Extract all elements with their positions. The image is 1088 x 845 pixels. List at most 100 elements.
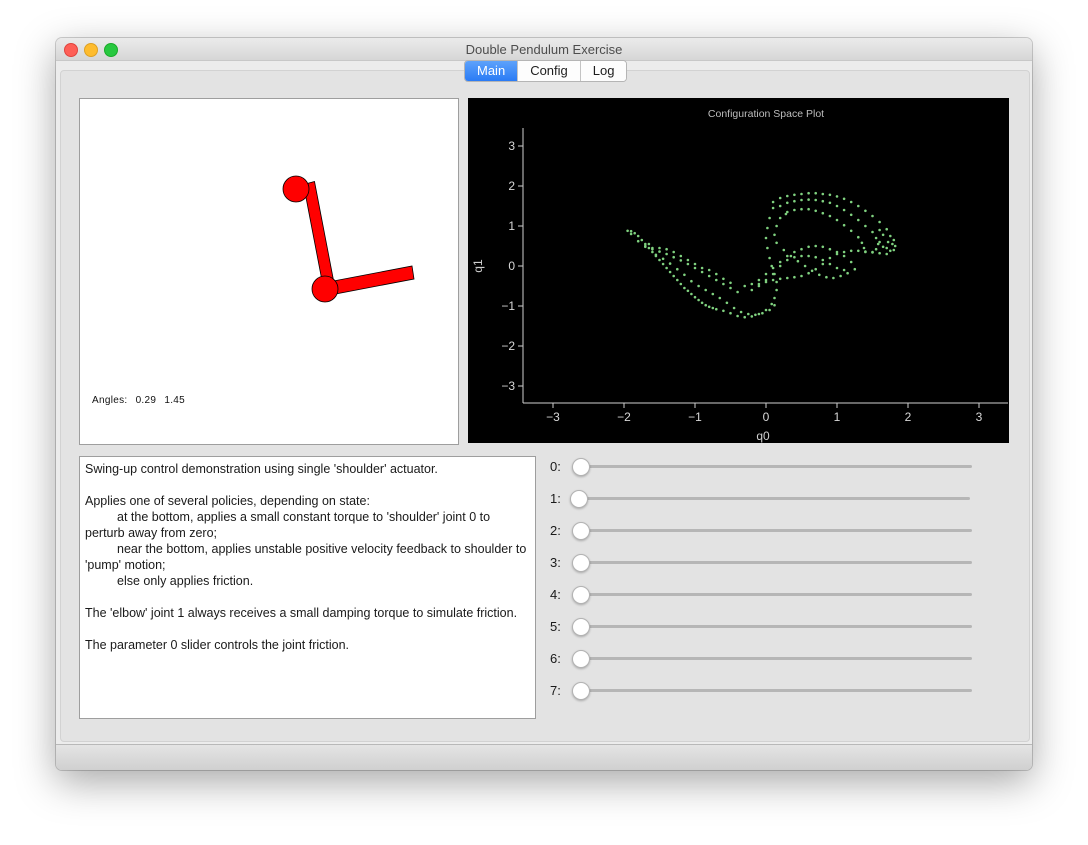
description-text-area[interactable]: Swing-up control demonstration using sin… [79,456,536,719]
scatter-point [768,256,771,260]
tab-log[interactable]: Log [579,61,627,81]
scatter-point [764,278,768,282]
slider-row-5: 5: [550,616,990,636]
scatter-point [707,305,711,309]
scatter-point [857,249,860,253]
slider-knob-5[interactable] [572,618,590,636]
scatter-point [757,312,761,316]
scatter-point [849,260,853,264]
scatter-point [835,195,839,198]
scatter-point [860,241,864,245]
zoom-window-button[interactable] [104,43,118,57]
slider-track-6[interactable] [580,657,972,660]
pendulum-shoulder-joint [282,175,310,203]
scatter-point [807,198,810,201]
scatter-point [886,240,890,244]
slider-track-2[interactable] [580,529,972,532]
slider-knob-6[interactable] [572,650,590,668]
scatter-point [647,246,651,250]
scatter-point [715,272,718,276]
scatter-point [878,240,881,244]
scatter-point [814,198,817,202]
slider-row-3: 3: [550,552,990,572]
scatter-point [864,250,867,253]
description-line: else only applies friction. [117,574,254,588]
scatter-point [889,249,892,253]
slider-knob-2[interactable] [572,522,590,540]
scatter-point [849,213,853,217]
slider-track-4[interactable] [580,593,972,596]
window-bottom-bar [56,744,1032,770]
scatter-point [711,292,715,296]
scatter-point [775,280,778,284]
slider-knob-0[interactable] [572,458,590,476]
tab-config[interactable]: Config [517,61,580,81]
description-line: The 'elbow' joint 1 always receives a sm… [85,606,518,620]
scatter-point [672,250,675,254]
scatter-point [810,269,814,273]
slider-label-0: 0: [550,459,561,474]
scatter-point [754,313,757,317]
close-window-button[interactable] [64,43,78,57]
scatter-point [707,268,711,272]
scatter-point [644,242,647,246]
slider-track-1[interactable] [578,497,970,500]
scatter-point [842,254,846,258]
scatter-point [814,209,817,213]
tab-main[interactable]: Main [465,61,518,81]
scatter-point [821,199,825,203]
scatter-point [757,282,761,286]
scatter-point [864,224,867,228]
description-line: Applies one of several policies, dependi… [85,494,370,508]
y-tick-label: 0 [508,259,515,273]
scatter-point [711,306,715,310]
scatter-point [892,238,896,242]
slider-row-6: 6: [550,648,990,668]
scatter-point [796,259,800,263]
slider-track-3[interactable] [580,561,972,564]
angles-label: Angles: [92,395,128,406]
scatter-point [722,309,725,313]
scatter-point [771,200,775,204]
scatter-point [807,254,810,258]
slider-knob-4[interactable] [572,586,590,604]
scatter-point [786,194,789,198]
scatter-point [800,207,803,211]
scatter-point [654,253,658,257]
slider-track-0[interactable] [580,465,972,468]
title-bar: Double Pendulum Exercise [56,38,1032,61]
scatter-point [885,227,888,231]
scatter-point [828,214,832,218]
scatter-point [668,262,672,265]
scatter-point [874,236,878,240]
pendulum-elbow-joint [311,275,339,303]
scatter-point [793,250,796,254]
slider-knob-7[interactable] [572,682,590,700]
scatter-point [665,252,668,256]
x-tick-label: −1 [688,410,702,424]
scatter-point [892,248,896,252]
slider-label-5: 5: [550,619,561,634]
scatter-point [736,290,739,294]
scatter-point [658,250,661,253]
scatter-point [778,204,782,208]
slider-track-5[interactable] [580,625,972,628]
scatter-point [629,229,633,233]
scatter-point [693,262,697,266]
minimize-window-button[interactable] [84,43,98,57]
scatter-point [814,255,817,259]
slider-track-7[interactable] [580,689,972,692]
slider-label-1: 1: [550,491,561,506]
scatter-point [807,207,810,211]
description-line: at the bottom, applies a small constant … [85,510,491,540]
slider-knob-3[interactable] [572,554,590,572]
scatter-point [793,255,796,259]
scatter-point [889,234,892,238]
scatter-point [821,245,825,249]
slider-knob-1[interactable] [570,490,588,508]
scatter-point [770,302,773,306]
scatter-point [683,273,686,277]
scatter-point [658,246,661,250]
scatter-point [686,262,690,266]
scatter-point [803,264,807,268]
